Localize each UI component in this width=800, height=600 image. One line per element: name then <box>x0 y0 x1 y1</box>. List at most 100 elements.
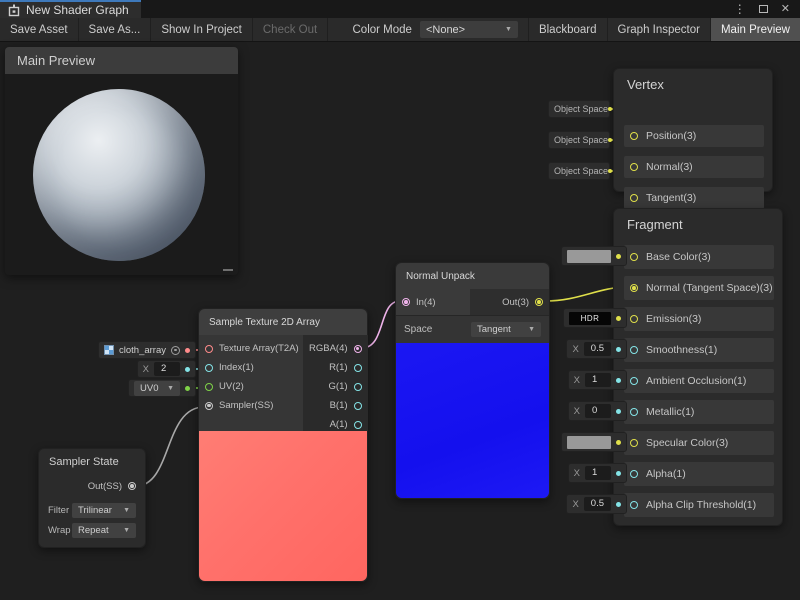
emission-port[interactable] <box>630 315 638 323</box>
wrap-dropdown[interactable]: Repeat ▼ <box>72 522 136 538</box>
fragment-row-smoothness[interactable]: Smoothness(1) <box>624 338 774 362</box>
metallic-float-widget[interactable]: X 0 <box>567 401 627 421</box>
normal-unpack-header[interactable]: Normal Unpack <box>396 263 549 289</box>
g-port[interactable] <box>353 382 362 391</box>
main-preview-toggle[interactable]: Main Preview <box>710 18 800 41</box>
texture-array-port[interactable] <box>205 344 213 353</box>
fragment-row-specular-color[interactable]: Specular Color(3) <box>624 431 774 455</box>
position-port[interactable] <box>630 132 638 140</box>
output-row-rgba[interactable]: RGBA(4) <box>303 339 368 358</box>
save-as-button[interactable]: Save As... <box>79 18 152 41</box>
alpha-clip-float-widget[interactable]: X 0.5 <box>566 494 627 514</box>
sampler-out-row[interactable]: Out(SS) <box>39 472 145 500</box>
wire-rgba-in[interactable] <box>361 300 401 349</box>
menu-kebab-icon[interactable]: ⋮ <box>733 2 746 16</box>
specular-color-widget[interactable] <box>561 432 627 452</box>
save-asset-button[interactable]: Save Asset <box>0 18 79 41</box>
float-field[interactable]: 0.5 <box>583 342 611 356</box>
uv-port[interactable] <box>205 382 213 391</box>
float-field[interactable]: 0 <box>585 404 611 418</box>
index-port[interactable] <box>205 363 213 372</box>
out-ss-port[interactable] <box>128 482 136 490</box>
graph-canvas[interactable]: Main Preview Vertex Position(3) Normal(3… <box>0 42 800 600</box>
object-space-badge-normal[interactable]: Object Space <box>548 131 613 149</box>
float-field[interactable]: 0.5 <box>583 497 611 511</box>
ambient-occlusion-port[interactable] <box>630 377 638 385</box>
tab-new-shader-graph[interactable]: New Shader Graph <box>0 0 141 18</box>
fragment-row-base-color[interactable]: Base Color(3) <box>624 245 774 269</box>
emission-hdr-widget[interactable]: HDR <box>563 308 627 328</box>
ambient-occlusion-float-widget[interactable]: X 1 <box>567 370 627 390</box>
resize-grip[interactable] <box>223 269 233 271</box>
fragment-node[interactable]: Fragment Base Color(3) Normal (Tangent S… <box>613 208 783 526</box>
main-preview-panel[interactable]: Main Preview <box>5 47 238 275</box>
color-swatch[interactable] <box>567 249 611 263</box>
smoothness-port[interactable] <box>630 346 638 354</box>
preview-sphere[interactable] <box>33 89 205 261</box>
sampler-state-node[interactable]: Sampler State Out(SS) Filter Trilinear ▼… <box>38 448 146 548</box>
fragment-row-metallic[interactable]: Metallic(1) <box>624 400 774 424</box>
fragment-row-ambient-occlusion[interactable]: Ambient Occlusion(1) <box>624 369 774 393</box>
vertex-port-row-position[interactable]: Position(3) <box>624 125 764 147</box>
space-dropdown[interactable]: Tangent ▼ <box>471 322 541 337</box>
index-float-widget[interactable]: X 2 <box>136 360 196 378</box>
hdr-swatch[interactable]: HDR <box>569 311 611 325</box>
input-row-index[interactable]: Index(1) <box>199 358 303 377</box>
smoothness-float-widget[interactable]: X 0.5 <box>566 339 627 359</box>
show-in-project-button[interactable]: Show In Project <box>151 18 253 41</box>
vertex-port-row-tangent[interactable]: Tangent(3) <box>624 187 764 209</box>
fragment-row-alpha[interactable]: Alpha(1) <box>624 462 774 486</box>
output-row-b[interactable]: B(1) <box>303 396 368 415</box>
float-field[interactable]: 1 <box>585 373 611 387</box>
object-space-badge-tangent[interactable]: Object Space <box>548 162 613 180</box>
in-port[interactable] <box>402 298 410 306</box>
input-row-sampler[interactable]: Sampler(SS) <box>199 396 303 415</box>
vertex-port-row-normal[interactable]: Normal(3) <box>624 156 764 178</box>
main-preview-header[interactable]: Main Preview <box>5 47 238 74</box>
alpha-clip-port[interactable] <box>630 501 638 509</box>
specular-color-port[interactable] <box>630 439 638 447</box>
color-mode-dropdown[interactable]: <None> ▼ <box>419 21 518 38</box>
main-preview-viewport[interactable] <box>5 74 238 275</box>
object-space-badge-position[interactable]: Object Space <box>548 100 613 118</box>
out-port-cell[interactable]: Out(3) <box>470 289 549 315</box>
sampler-port[interactable] <box>205 401 213 410</box>
input-row-uv[interactable]: UV(2) <box>199 377 303 396</box>
output-row-a[interactable]: A(1) <box>303 415 368 434</box>
r-port[interactable] <box>353 363 362 372</box>
uv-channel-widget[interactable]: UV0 ▼ <box>128 379 196 397</box>
normal-tangent-port[interactable] <box>630 284 638 292</box>
graph-inspector-toggle[interactable]: Graph Inspector <box>608 18 711 41</box>
fragment-row-emission[interactable]: Emission(3) <box>624 307 774 331</box>
sample-node-header[interactable]: Sample Texture 2D Array <box>199 309 367 335</box>
float-field[interactable]: 1 <box>585 466 611 480</box>
sample-texture-2d-array-node[interactable]: Sample Texture 2D Array Texture Array(T2… <box>198 308 368 582</box>
fragment-row-alpha-clip[interactable]: Alpha Clip Threshold(1) <box>624 493 774 517</box>
vertex-node[interactable]: Vertex Position(3) Normal(3) Tangent(3) <box>613 68 773 209</box>
out-port[interactable] <box>535 298 543 306</box>
maximize-icon[interactable] <box>758 5 768 13</box>
rgba-port[interactable] <box>353 344 362 353</box>
uv-channel-dropdown[interactable]: UV0 ▼ <box>134 380 180 396</box>
blackboard-toggle[interactable]: Blackboard <box>527 18 608 41</box>
base-color-widget[interactable] <box>561 246 627 266</box>
fragment-row-normal-tangent[interactable]: Normal (Tangent Space)(3) <box>624 276 774 300</box>
metallic-port[interactable] <box>630 408 638 416</box>
float-field[interactable]: 2 <box>154 362 180 376</box>
output-row-g[interactable]: G(1) <box>303 377 368 396</box>
alpha-float-widget[interactable]: X 1 <box>567 463 627 483</box>
wire-samplerstate-sampler[interactable] <box>135 406 205 487</box>
a-port[interactable] <box>353 420 362 429</box>
alpha-port[interactable] <box>630 470 638 478</box>
filter-dropdown[interactable]: Trilinear ▼ <box>72 502 136 518</box>
output-row-r[interactable]: R(1) <box>303 358 368 377</box>
in-port-cell[interactable]: In(4) <box>396 289 470 315</box>
normal-port[interactable] <box>630 163 638 171</box>
base-color-port[interactable] <box>630 253 638 261</box>
input-row-texture-array[interactable]: Texture Array(T2A) <box>199 339 303 358</box>
texture-array-object-field[interactable]: cloth_array <box>98 341 196 359</box>
b-port[interactable] <box>353 401 362 410</box>
object-picker-icon[interactable] <box>171 345 180 355</box>
color-swatch[interactable] <box>567 435 611 449</box>
close-icon[interactable]: ✕ <box>780 2 790 15</box>
